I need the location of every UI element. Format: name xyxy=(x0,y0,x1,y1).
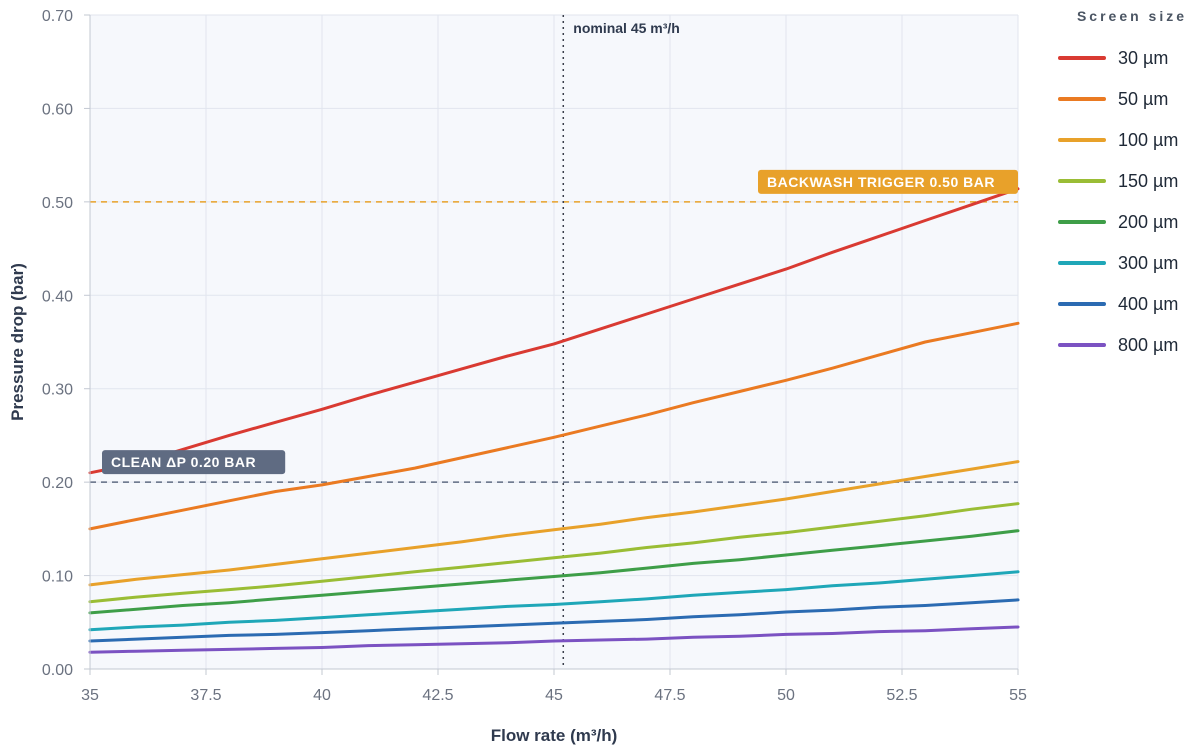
ref-label-nominal: nominal 45 m³/h xyxy=(573,20,680,36)
series-line-800-m xyxy=(88,625,1020,654)
legend-label-300-m: 300 µm xyxy=(1118,253,1178,273)
legend-label-200-m: 200 µm xyxy=(1118,212,1178,232)
x-tick-label-5: 47.5 xyxy=(654,687,685,704)
x-tick-label-1: 37.5 xyxy=(190,687,221,704)
series-line-200-m xyxy=(88,529,1020,615)
legend-label-50-m: 50 µm xyxy=(1118,89,1168,109)
series-line-100-m xyxy=(88,460,1020,587)
y-tick-label-6: 0.60 xyxy=(42,101,73,118)
series-line-150-m xyxy=(88,502,1020,604)
legend-label-30-m: 30 µm xyxy=(1118,48,1168,68)
reference-labels: BACKWASH TRIGGER 0.50 BAR CLEAN ΔP 0.20 B… xyxy=(102,20,1018,475)
ref-label-box-clean xyxy=(102,450,286,475)
x-tick-label-2: 40 xyxy=(313,687,331,704)
x-axis-title: Flow rate (m³/h) xyxy=(491,726,618,745)
x-tick-label-3: 42.5 xyxy=(422,687,453,704)
series-line-300-m xyxy=(88,570,1020,632)
ref-label-backwash: BACKWASH TRIGGER 0.50 BAR xyxy=(767,174,995,190)
y-tick-label-4: 0.40 xyxy=(42,288,73,305)
x-tick-label-6: 50 xyxy=(777,687,795,704)
series-line-30-m xyxy=(88,187,1020,475)
y-tick-label-1: 0.10 xyxy=(42,569,73,586)
ref-label-clean: CLEAN ΔP 0.20 BAR xyxy=(111,454,256,470)
reference-lines xyxy=(90,15,1018,669)
legend: Screen size 30 µm 50 µm 100 µm 150 µm 200 µm… xyxy=(1058,8,1187,355)
legend-label-150-m: 150 µm xyxy=(1118,171,1178,191)
x-tick-label-0: 35 xyxy=(81,687,99,704)
legend-title: Screen size xyxy=(1077,8,1187,24)
legend-label-400-m: 400 µm xyxy=(1118,294,1178,314)
y-axis-title: Pressure drop (bar) xyxy=(8,263,27,421)
y-tick-label-5: 0.50 xyxy=(42,195,73,212)
series-line-50-m xyxy=(88,321,1020,531)
series-line-400-m xyxy=(88,598,1020,643)
x-tick-label-4: 45 xyxy=(545,687,563,704)
x-tick-label-7: 52.5 xyxy=(886,687,917,704)
y-tick-label-3: 0.30 xyxy=(42,382,73,399)
axes: 35 37.5 40 42.5 45 47.5 50 52.5 55 0.00 0.10 0.20 0.… xyxy=(42,8,1027,704)
ref-label-box-backwash xyxy=(758,169,1018,194)
legend-label-100-m: 100 µm xyxy=(1118,130,1178,150)
series-lines xyxy=(88,187,1020,654)
y-tick-label-2: 0.20 xyxy=(42,475,73,492)
y-tick-label-7: 0.70 xyxy=(42,8,73,25)
y-tick-label-0: 0.00 xyxy=(42,662,73,679)
legend-label-800-m: 800 µm xyxy=(1118,335,1178,355)
x-tick-label-8: 55 xyxy=(1009,687,1027,704)
